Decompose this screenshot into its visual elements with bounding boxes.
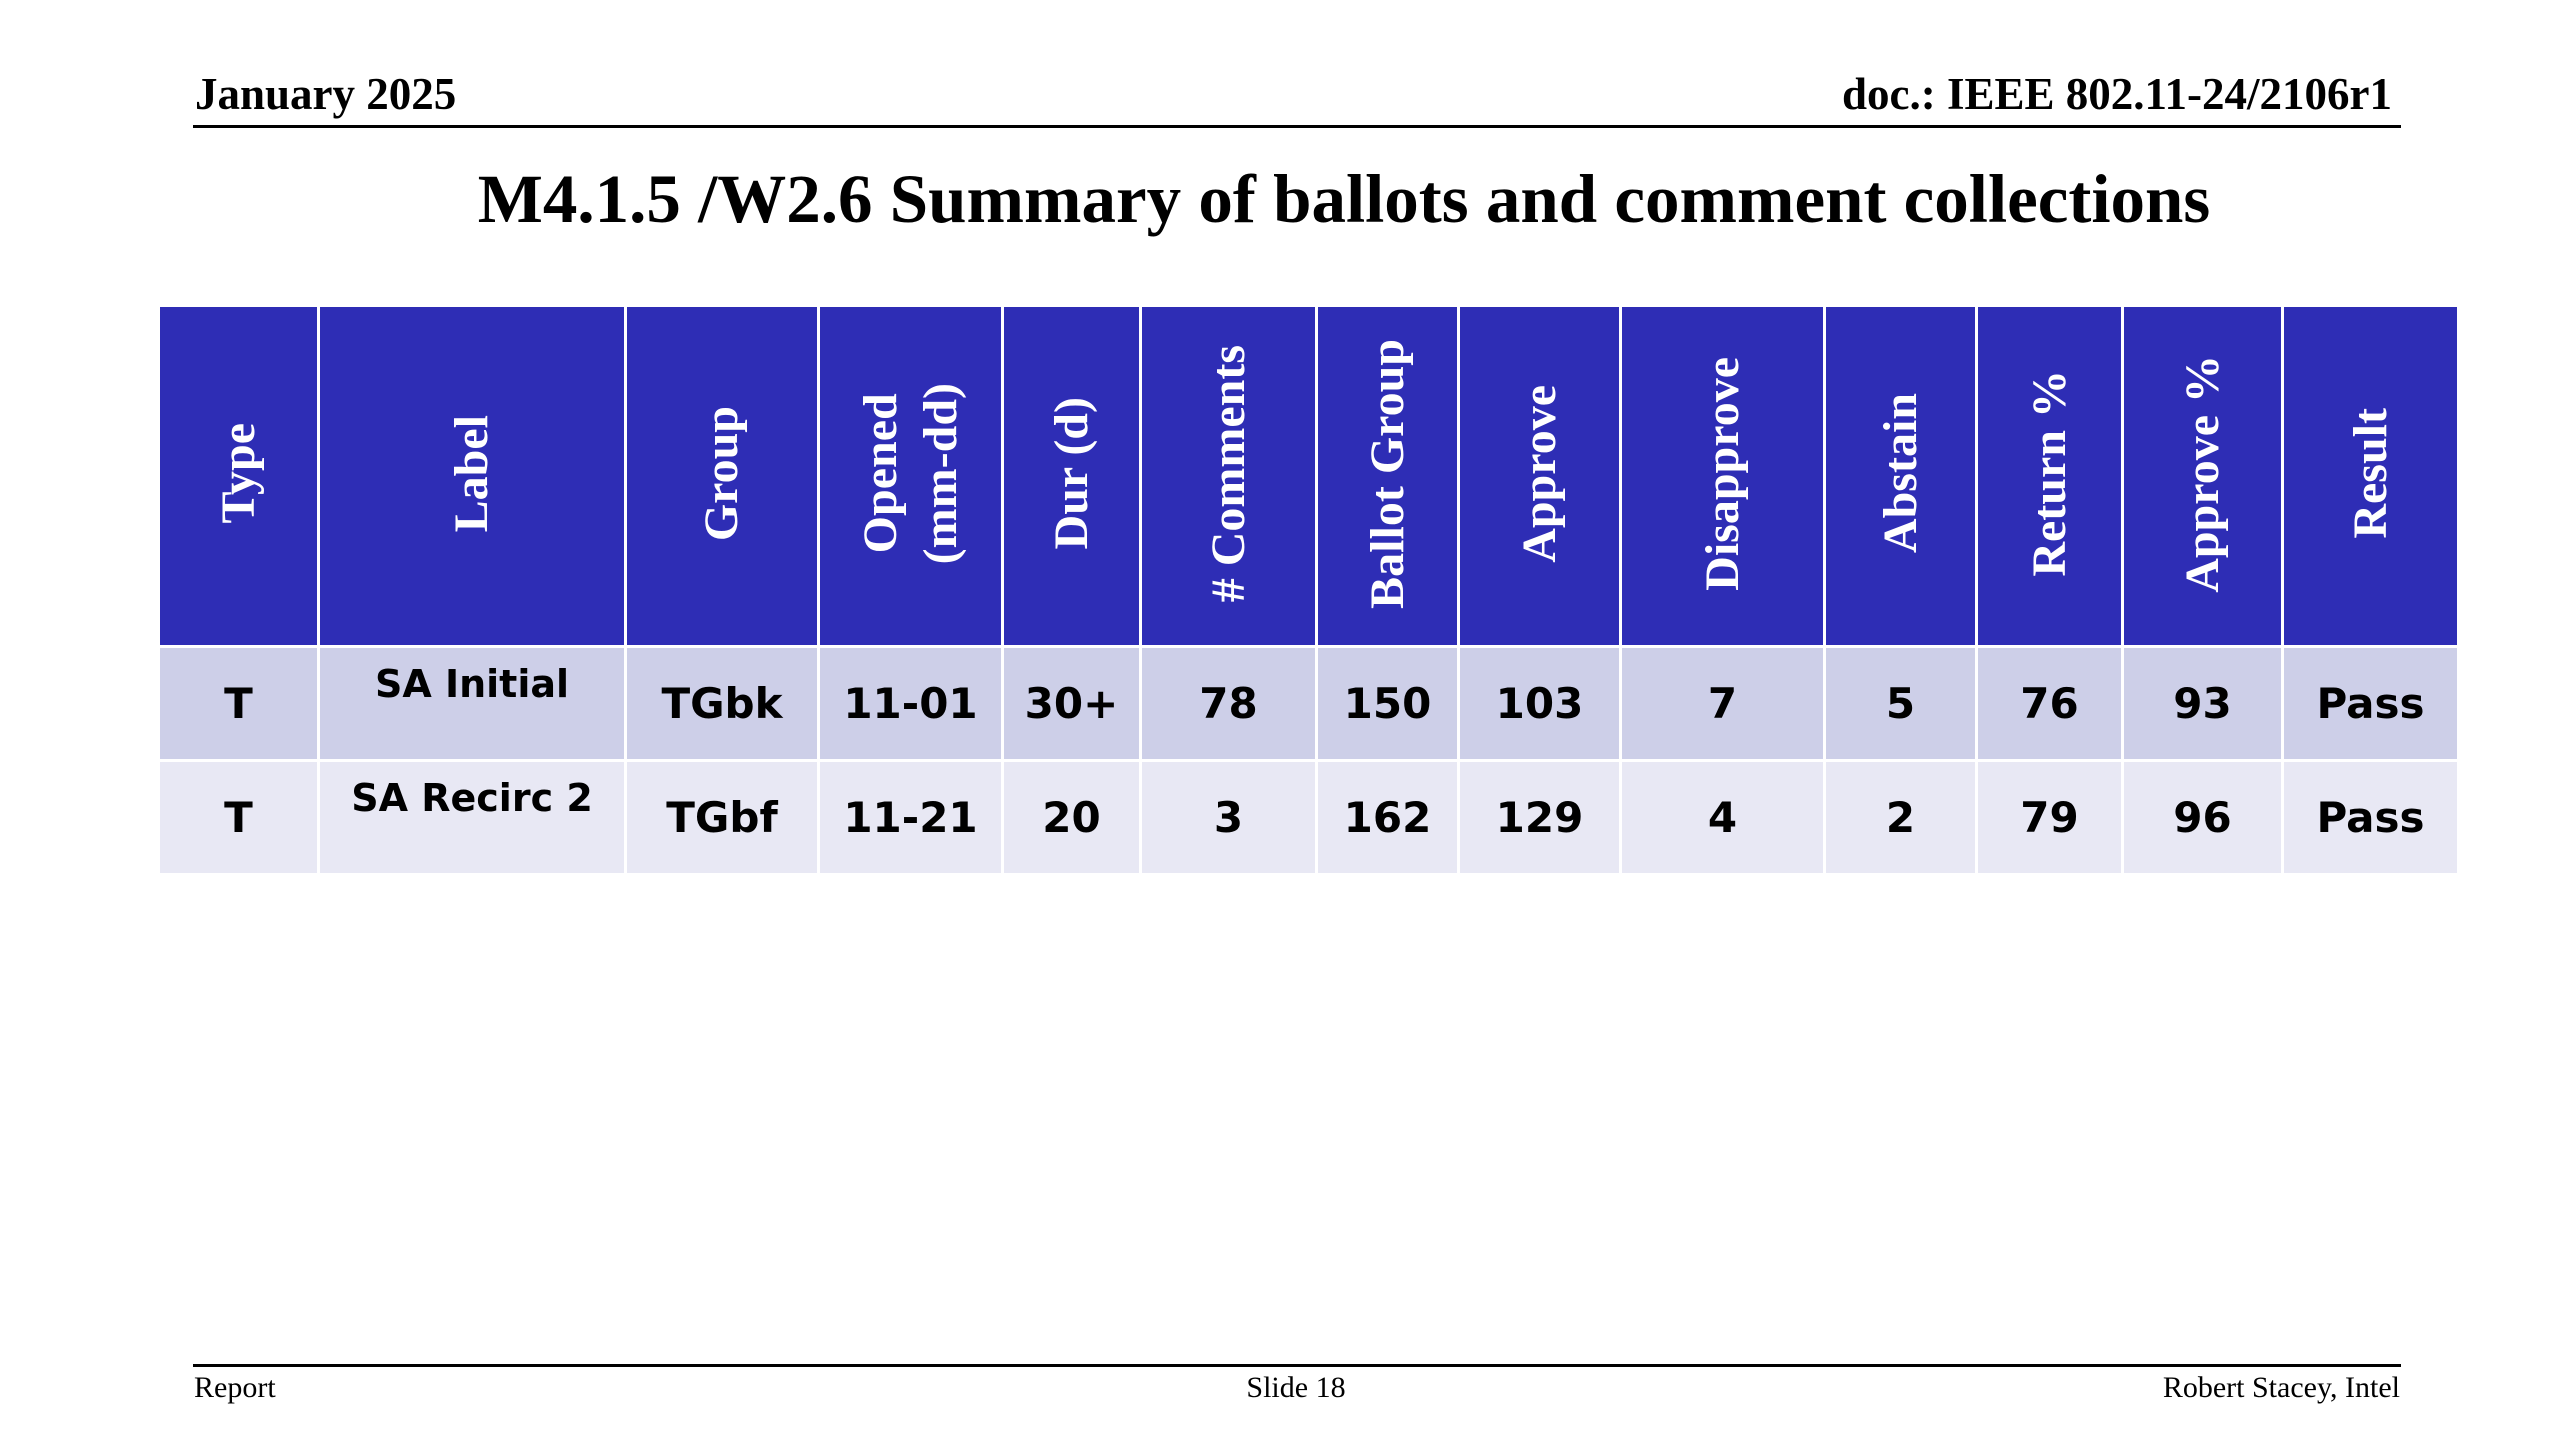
cell-opened: 11-01 — [817, 645, 1004, 762]
cell-disapprove: 7 — [1619, 645, 1826, 762]
cell-ballot-group: 162 — [1315, 759, 1460, 876]
cell-abstain: 5 — [1823, 645, 1978, 762]
cell-comments: 78 — [1139, 645, 1318, 762]
col-header-type: Type — [157, 304, 320, 648]
cell-result: Pass — [2281, 759, 2460, 876]
col-header-result: Result — [2281, 304, 2460, 648]
cell-group: TGbk — [624, 645, 820, 762]
cell-duration: 30+ — [1001, 645, 1142, 762]
col-header-abstain: Abstain — [1823, 304, 1978, 648]
col-header-duration: Dur (d) — [1001, 304, 1142, 648]
cell-type: T — [157, 759, 320, 876]
col-header-ballot-group: Ballot Group — [1315, 304, 1460, 648]
cell-abstain: 2 — [1823, 759, 1978, 876]
cell-comments: 3 — [1139, 759, 1318, 876]
cell-result: Pass — [2281, 645, 2460, 762]
cell-approve-pct: 93 — [2121, 645, 2284, 762]
footer-divider — [193, 1364, 2401, 1367]
slide-title: M4.1.5 /W2.6 Summary of ballots and comm… — [477, 161, 2211, 237]
footer-slide-number: Slide 18 — [1246, 1371, 1346, 1404]
header-divider — [193, 125, 2401, 128]
table-row: T SA Recirc 2 TGbf 11-21 20 3 162 129 4 … — [157, 759, 2460, 876]
cell-approve-pct: 96 — [2121, 759, 2284, 876]
col-header-disapprove: Disapprove — [1619, 304, 1826, 648]
cell-label: SA Initial — [317, 645, 627, 762]
col-header-approve: Approve — [1457, 304, 1622, 648]
cell-approve: 103 — [1457, 645, 1622, 762]
cell-approve: 129 — [1457, 759, 1622, 876]
cell-return-pct: 76 — [1975, 645, 2124, 762]
col-header-label: Label — [317, 304, 627, 648]
header-date: January 2025 — [195, 69, 457, 119]
cell-return-pct: 79 — [1975, 759, 2124, 876]
table-header-row: Type Label Group Opened (mm-dd) Dur (d) … — [157, 304, 2460, 648]
cell-ballot-group: 150 — [1315, 645, 1460, 762]
col-header-comments: # Comments — [1139, 304, 1318, 648]
ballot-summary-table: Type Label Group Opened (mm-dd) Dur (d) … — [157, 304, 2460, 876]
col-header-opened: Opened (mm-dd) — [817, 304, 1004, 648]
header-doc-id: doc.: IEEE 802.11-24/2106r1 — [1841, 69, 2392, 119]
col-header-approve-pct: Approve % — [2121, 304, 2284, 648]
cell-type: T — [157, 645, 320, 762]
cell-disapprove: 4 — [1619, 759, 1826, 876]
footer-author: Robert Stacey, Intel — [2162, 1371, 2400, 1404]
cell-label: SA Recirc 2 — [317, 759, 627, 876]
table-row: T SA Initial TGbk 11-01 30+ 78 150 103 7… — [157, 645, 2460, 762]
cell-duration: 20 — [1001, 759, 1142, 876]
col-header-return-pct: Return % — [1975, 304, 2124, 648]
cell-group: TGbf — [624, 759, 820, 876]
footer-report: Report — [194, 1371, 276, 1404]
cell-opened: 11-21 — [817, 759, 1004, 876]
col-header-group: Group — [624, 304, 820, 648]
